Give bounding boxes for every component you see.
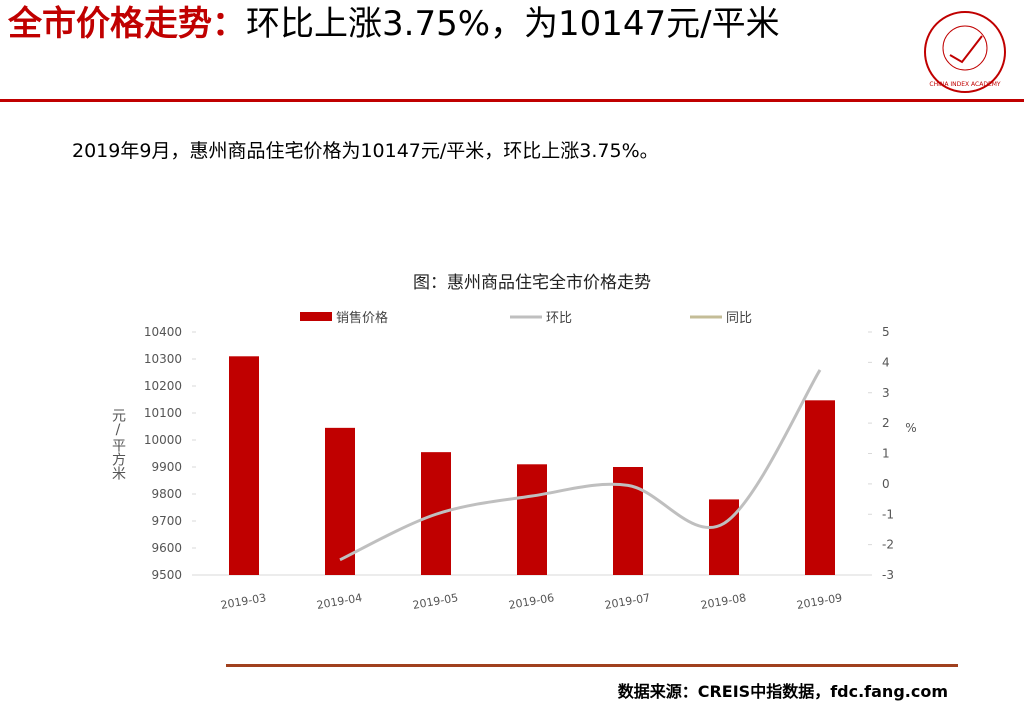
y-tick-label: 10100 [144, 406, 182, 420]
y2-tick-label: 0 [882, 477, 890, 491]
y2-tick-label: 1 [882, 447, 890, 461]
y-tick-label: 9600 [151, 541, 182, 555]
line [339, 369, 822, 562]
x-tick-label: 2019-03 [220, 591, 268, 612]
title-rest: 环比上涨3.75%，为10147元/平米 [246, 4, 780, 44]
y2-tick-label: -2 [882, 538, 894, 552]
chart-title: 图：惠州商品住宅全市价格走势 [413, 273, 651, 293]
y2-tick-label: 2 [882, 416, 890, 430]
y2-tick-label: 4 [882, 355, 890, 369]
y-tick-label: 10300 [144, 352, 182, 366]
footer-rule [226, 664, 958, 667]
x-tick-label: 2019-09 [796, 591, 844, 612]
y-tick-label: 10200 [144, 379, 182, 393]
x-tick-label: 2019-05 [412, 591, 460, 612]
y2-tick-label: -3 [882, 568, 894, 582]
y-tick-label: 9800 [151, 487, 182, 501]
bar [325, 427, 355, 575]
title-highlight: 全市价格走势： [8, 4, 246, 44]
bar [517, 464, 547, 575]
y2-tick-label: 3 [882, 386, 890, 400]
logo-text: CHINA INDEX ACADEMY [929, 81, 1001, 88]
y2-tick-label: -1 [882, 507, 894, 521]
x-tick-label: 2019-08 [700, 591, 748, 612]
legend-label: 环比 [546, 311, 572, 326]
y-tick-label: 9900 [151, 460, 182, 474]
x-tick-label: 2019-06 [508, 591, 556, 612]
y-tick-label: 10000 [144, 433, 182, 447]
y2-axis-label: % [905, 421, 916, 435]
slide-title: 全市价格走势：环比上涨3.75%，为10147元/平米 [8, 2, 908, 46]
bar [229, 356, 259, 575]
y-tick-label: 9500 [151, 568, 182, 582]
title-rule [0, 99, 1024, 102]
logo: CHINA INDEX ACADEMY [924, 11, 1006, 93]
legend-label: 同比 [726, 311, 752, 326]
source: 数据来源：CREIS中指数据，fdc.fang.com [617, 682, 948, 701]
y-axis-label: 元/平方米 [110, 408, 126, 480]
legend-swatch [300, 312, 332, 321]
x-tick-label: 2019-04 [316, 591, 364, 612]
legend-label: 销售价格 [336, 310, 388, 326]
summary: 2019年9月，惠州商品住宅价格为10147元/平米，环比上涨3.75%。 [72, 140, 659, 162]
y2-tick-label: 5 [882, 325, 890, 339]
bar [709, 499, 739, 575]
bar [805, 400, 835, 575]
y-tick-label: 9700 [151, 514, 182, 528]
x-tick-label: 2019-07 [604, 591, 652, 612]
y-tick-label: 10400 [144, 325, 182, 339]
